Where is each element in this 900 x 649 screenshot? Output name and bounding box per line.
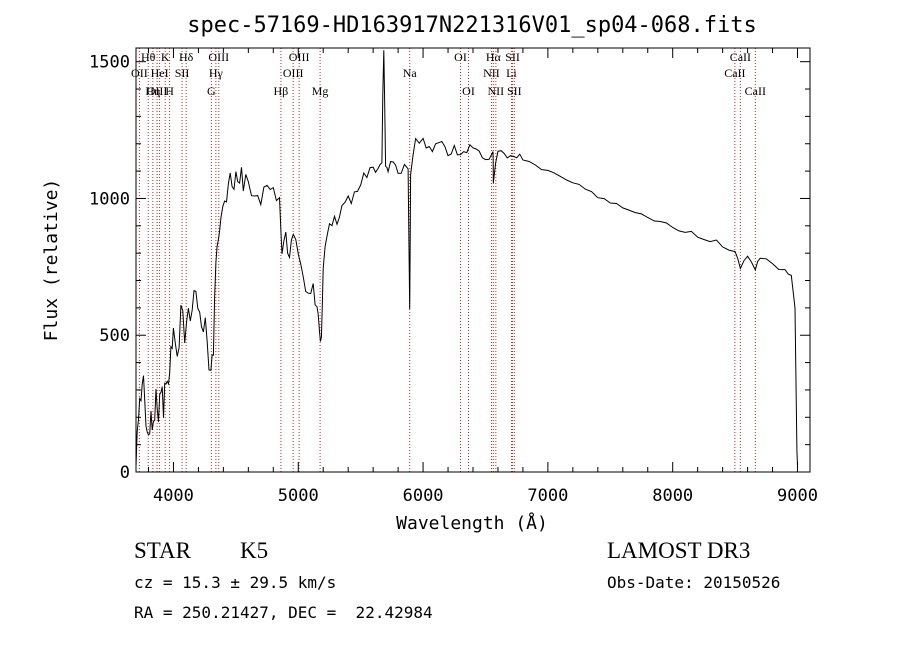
line-label: OI: [462, 84, 475, 98]
line-label: CaII: [730, 50, 751, 64]
y-axis-label: Flux (relative): [41, 179, 62, 342]
line-label: SII: [505, 50, 520, 64]
y-tick-label: 0: [120, 463, 130, 483]
plot-frame: [135, 47, 811, 473]
y-tick-label: 500: [99, 326, 130, 346]
line-label: Hα: [486, 50, 502, 64]
line-label: NII: [483, 66, 500, 80]
x-tick-label: 7000: [527, 486, 568, 506]
line-label: Hδ: [179, 50, 194, 64]
line-label: OIII: [147, 84, 168, 98]
line-label: HeI: [151, 66, 169, 80]
x-tick-label: 8000: [652, 486, 693, 506]
x-tick-label: 6000: [403, 486, 444, 506]
line-label: H: [165, 84, 174, 98]
redshift-label: cz = 15.3 ± 29.5 km/s: [134, 573, 337, 592]
line-label: OI: [454, 50, 467, 64]
line-label: Mg: [312, 84, 329, 98]
line-label: OIII: [289, 50, 310, 64]
chart-title: spec-57169-HD163917N221316V01_sp04-068.f…: [187, 13, 757, 38]
y-tick-label: 1500: [89, 53, 130, 73]
line-label: K: [161, 50, 170, 64]
survey-label: LAMOST DR3: [607, 538, 751, 563]
line-label: NII: [488, 84, 505, 98]
line-label: CaII: [724, 66, 745, 80]
line-label: SII: [507, 84, 522, 98]
x-tick-label: 4000: [153, 486, 194, 506]
object-subclass-label: K5: [240, 538, 269, 563]
spectrum-series-line: [135, 50, 798, 467]
line-label: Na: [403, 66, 418, 80]
coordinates-label: RA = 250.21427, DEC = 22.42984: [134, 603, 433, 622]
line-label: CaII: [745, 84, 766, 98]
line-label: OII: [131, 66, 148, 80]
line-label: OIII: [208, 50, 229, 64]
line-label: Hβ: [274, 84, 289, 98]
line-label: Li: [506, 66, 517, 80]
axis-ticks: 4000 5000 6000 7000 8000 9000 0 500 1000 1500: [89, 48, 818, 506]
line-label: SII: [175, 66, 190, 80]
x-tick-label: 5000: [278, 486, 319, 506]
line-label: Hγ: [209, 66, 224, 80]
x-tick-label: 9000: [777, 486, 818, 506]
line-label: G: [207, 84, 216, 98]
line-markers: [138, 48, 756, 472]
obs-date-label: Obs-Date: 20150526: [607, 573, 781, 592]
line-label: Hη: [145, 84, 160, 98]
y-tick-label: 1000: [89, 189, 130, 209]
object-class-label: STAR: [134, 538, 191, 563]
x-axis-label: Wavelength (Å): [396, 512, 548, 534]
line-label: OIII: [283, 66, 304, 80]
line-label: Hθ: [141, 50, 156, 64]
